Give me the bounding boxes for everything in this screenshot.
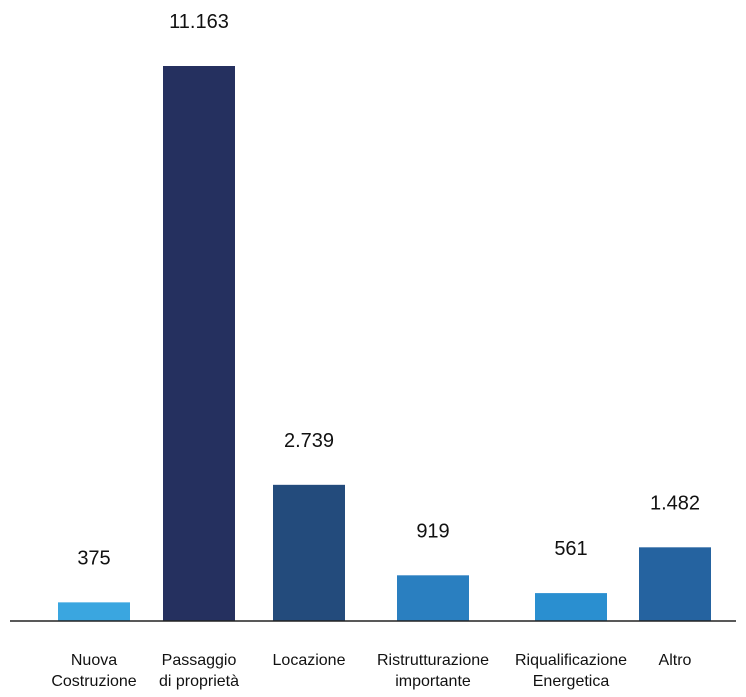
bar-2	[273, 484, 345, 621]
category-label-0-line-1: Costruzione	[51, 673, 136, 690]
category-label-4: Riqualificazione Energetica	[515, 652, 627, 690]
value-label-2: 2.739	[284, 430, 334, 452]
value-label-1: 11.163	[169, 11, 229, 33]
bars-group	[58, 66, 711, 621]
value-label-4: 561	[554, 538, 587, 560]
category-label-1: Passaggio di proprietà	[159, 652, 239, 690]
bar-5	[639, 547, 711, 621]
bar-4	[535, 593, 607, 621]
category-labels-group: Nuova Costruzione Passaggio di proprietà Loc…	[51, 652, 691, 690]
category-label-4-line-1: Energetica	[533, 673, 610, 690]
category-label-0-line-0: Nuova	[71, 652, 117, 669]
value-label-0: 375	[77, 547, 110, 569]
value-labels-group: 375 11.163 2.739 919 561 1.482	[77, 11, 700, 569]
category-label-4-line-0: Riqualificazione	[515, 652, 627, 669]
value-label-3: 919	[416, 520, 449, 542]
category-label-3: Ristrutturazione importante	[377, 652, 489, 690]
category-label-0: Nuova Costruzione	[51, 652, 136, 690]
category-label-3-line-1: importante	[395, 673, 471, 690]
value-label-5: 1.482	[650, 492, 700, 514]
category-label-2: Locazione	[273, 652, 346, 669]
category-label-3-line-0: Ristrutturazione	[377, 652, 489, 669]
category-label-1-line-1: di proprietà	[159, 673, 239, 690]
bar-0	[58, 602, 130, 621]
category-label-5-line-0: Altro	[659, 652, 692, 669]
bar-1	[163, 66, 235, 621]
bar-3	[397, 575, 469, 621]
category-label-2-line-0: Locazione	[273, 652, 346, 669]
category-label-1-line-0: Passaggio	[162, 652, 237, 669]
category-label-5: Altro	[659, 652, 692, 669]
